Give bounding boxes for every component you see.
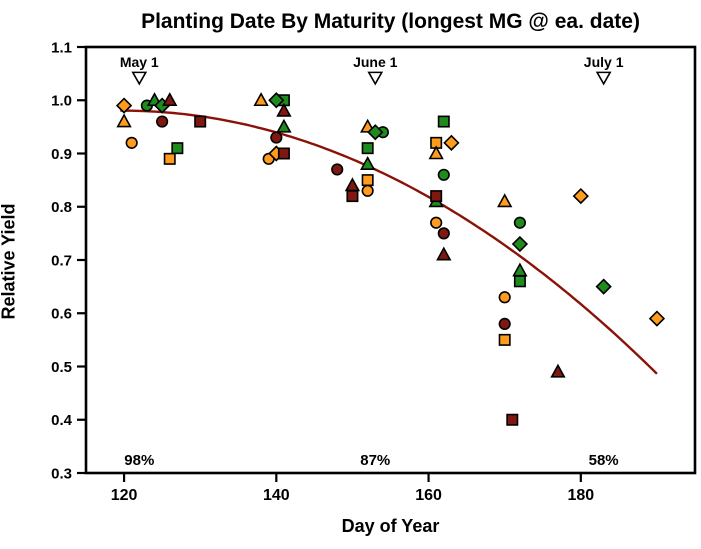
percent-annotation: 58% — [589, 452, 619, 469]
series-green-diamond — [153, 92, 612, 295]
data-point — [361, 174, 374, 187]
series-orange-circle — [125, 136, 511, 304]
series-orange-square — [163, 136, 511, 346]
data-point — [276, 102, 292, 117]
data-point — [443, 134, 460, 151]
data-point — [437, 115, 450, 128]
axes: 0.3 0.4 0.5 0.6 0.7 0.8 0.9 1.0 1.1 120 140 160 180 — [51, 39, 697, 504]
series-orange-diamond — [115, 97, 666, 327]
y-tick-label: 0.7 — [51, 252, 72, 269]
data-point — [361, 184, 374, 197]
date-marker-label: June 1 — [353, 54, 398, 70]
data-point — [436, 246, 452, 261]
y-tick-label: 0.4 — [51, 412, 73, 429]
y-tick-label: 0.3 — [51, 465, 72, 482]
x-tick-label: 120 — [111, 487, 138, 504]
x-tick-label: 180 — [567, 487, 594, 504]
data-point — [498, 317, 511, 331]
data-point — [367, 124, 384, 141]
y-tick-label: 0.6 — [51, 306, 72, 323]
x-tick-label: 160 — [415, 487, 442, 504]
data-point — [497, 193, 513, 208]
data-point — [162, 92, 178, 107]
data-point — [572, 187, 589, 205]
data-point — [648, 310, 666, 327]
data-point — [512, 262, 528, 277]
data-point — [194, 115, 207, 128]
x-tick-label: 140 — [263, 487, 290, 504]
data-point — [437, 227, 450, 240]
data-point — [156, 115, 169, 128]
date-marker-label: May 1 — [120, 54, 159, 70]
data-point — [498, 333, 511, 346]
data-point — [125, 136, 138, 149]
data-point — [346, 190, 359, 203]
date-marker-may-1: May 1 98% — [120, 54, 159, 469]
date-marker-label: July 1 — [584, 54, 624, 70]
data-point — [361, 142, 374, 155]
x-axis-title: Day of Year — [341, 516, 440, 536]
open-inverted-triangle-icon — [131, 71, 148, 86]
trend-line — [120, 109, 658, 375]
data-point — [513, 275, 526, 288]
data-point — [360, 155, 376, 170]
data-point — [498, 291, 511, 304]
chart-title: Planting Date By Maturity (longest MG @ … — [141, 10, 640, 33]
data-point — [344, 177, 361, 192]
data-point — [115, 97, 133, 114]
data-point — [116, 113, 132, 128]
data-point — [513, 216, 527, 229]
data-point — [163, 152, 176, 165]
percent-annotation: 98% — [124, 452, 154, 469]
plot-frame — [84, 45, 697, 475]
data-point — [277, 147, 290, 160]
data-point — [437, 168, 450, 181]
series-maroon-triangle — [162, 92, 566, 378]
data-point — [268, 92, 285, 109]
y-tick-label: 0.9 — [51, 146, 72, 163]
y-tick-label: 0.8 — [51, 199, 72, 216]
data-point — [550, 363, 566, 378]
data-point — [276, 118, 292, 133]
data-point — [511, 235, 529, 253]
percent-annotation: 87% — [360, 452, 390, 469]
data-point — [331, 163, 344, 176]
series-maroon-circle — [156, 115, 511, 331]
open-inverted-triangle-icon — [367, 71, 384, 86]
data-point — [428, 145, 444, 160]
data-point — [430, 216, 443, 229]
y-tick-label: 1.0 — [51, 93, 72, 110]
y-tick-label: 0.5 — [51, 359, 72, 376]
series-maroon-square — [194, 115, 519, 426]
data-point — [506, 413, 519, 426]
data-point — [430, 190, 443, 203]
data-point — [595, 278, 612, 295]
date-marker-june-1: June 1 87% — [353, 54, 398, 469]
data-point — [270, 131, 283, 144]
data-point — [253, 92, 269, 107]
date-marker-july-1: July 1 58% — [584, 54, 624, 469]
open-inverted-triangle-icon — [595, 71, 612, 86]
data-point — [171, 142, 184, 155]
y-tick-label: 1.1 — [51, 39, 72, 56]
